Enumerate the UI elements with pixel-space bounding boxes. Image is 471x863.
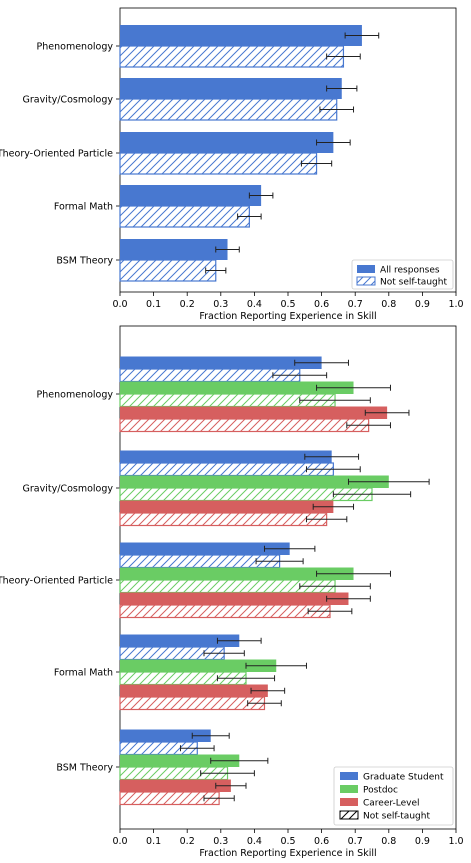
legend: All responses Not self-taught bbox=[351, 259, 454, 290]
x-axis-label: Fraction Reporting Experience in Skill bbox=[199, 848, 376, 859]
x-tick-label: 0.2 bbox=[180, 836, 195, 847]
x-tick-label: 0.0 bbox=[112, 836, 127, 847]
bar-solid-0 bbox=[120, 25, 362, 46]
legend-swatch-hatched bbox=[339, 810, 359, 820]
x-tick-label: 1.0 bbox=[448, 836, 463, 847]
x-tick-label: 0.9 bbox=[415, 836, 430, 847]
bar-solid-2 bbox=[120, 567, 354, 580]
y-tick-label: Formal Math bbox=[54, 668, 113, 679]
bar-hatched-0 bbox=[119, 45, 345, 68]
bar-solid-4 bbox=[120, 754, 240, 767]
bar-solid-1 bbox=[120, 475, 389, 488]
y-tick-label: BSM Theory bbox=[56, 763, 113, 774]
bar-solid-1 bbox=[120, 450, 332, 463]
legend-swatch-solid bbox=[340, 785, 358, 793]
legend-swatch-hatched bbox=[356, 276, 376, 286]
bar-hatched-3 bbox=[119, 205, 250, 228]
bar-solid-0 bbox=[120, 356, 322, 369]
bar-solid-0 bbox=[120, 381, 354, 394]
y-tick-label: Phenomenology bbox=[37, 390, 114, 401]
legend-label: Graduate Student bbox=[363, 773, 444, 783]
legend-swatch-solid bbox=[340, 798, 358, 806]
x-tick-label: 0.5 bbox=[280, 836, 295, 847]
bar-solid-2 bbox=[120, 132, 334, 153]
bar-solid-0 bbox=[120, 406, 388, 419]
y-tick-label: Formal Math bbox=[54, 202, 113, 213]
x-tick-label: 0.1 bbox=[146, 836, 161, 847]
bar-solid-2 bbox=[120, 542, 290, 555]
legend: Graduate Student Postdoc Career-Level Not s… bbox=[333, 766, 454, 826]
legend-label: Not self-taught bbox=[380, 278, 447, 288]
bar-hatched-0 bbox=[119, 418, 370, 433]
bar-solid-4 bbox=[120, 729, 211, 742]
y-tick-label: Gravity/Cosmology bbox=[23, 484, 114, 495]
legend-box bbox=[333, 766, 454, 826]
bar-hatched-4 bbox=[119, 259, 217, 282]
x-tick-label: 0.6 bbox=[314, 836, 329, 847]
bar-solid-3 bbox=[120, 185, 262, 206]
x-tick-label: 0.6 bbox=[314, 299, 329, 310]
x-tick-label: 0.7 bbox=[348, 299, 363, 310]
chart-all-vs-not-self-taught: 0.0 0.1 0.2 0.3 0.4 0.5 0.6 0.7 0.8 0.9 1.0 Fractio… bbox=[0, 7, 464, 322]
bar-hatched-2 bbox=[119, 152, 318, 175]
legend-label: Not self-taught bbox=[363, 812, 430, 822]
x-tick-label: 0.9 bbox=[415, 299, 430, 310]
x-tick-label: 0.5 bbox=[280, 299, 295, 310]
bar-solid-2 bbox=[120, 592, 349, 605]
chart-by-career-stage: 0.0 0.1 0.2 0.3 0.4 0.5 0.6 0.7 0.8 0.9 1.0 Fractio… bbox=[0, 325, 464, 859]
legend-box bbox=[351, 259, 454, 290]
x-tick-label: 0.2 bbox=[180, 299, 195, 310]
bar-solid-1 bbox=[120, 500, 334, 513]
legend-label: Postdoc bbox=[363, 786, 398, 796]
legend-swatch-solid bbox=[357, 265, 375, 273]
x-tick-label: 1.0 bbox=[448, 299, 463, 310]
bar-solid-3 bbox=[120, 659, 277, 672]
y-tick-label: Phenomenology bbox=[37, 42, 114, 53]
bar-hatched-3 bbox=[119, 696, 266, 711]
bar-hatched-1 bbox=[119, 98, 338, 121]
legend-label: Career-Level bbox=[363, 799, 420, 809]
x-tick-label: 0.3 bbox=[213, 836, 228, 847]
bar-solid-3 bbox=[120, 634, 240, 647]
x-axis-label: Fraction Reporting Experience in Skill bbox=[199, 311, 376, 322]
bar-hatched-1 bbox=[119, 512, 328, 527]
x-tick-label: 0.4 bbox=[247, 299, 262, 310]
x-tick-label: 0.4 bbox=[247, 836, 262, 847]
bar-hatched-2 bbox=[119, 604, 331, 619]
y-tick-label: Theory-Oriented Particle bbox=[0, 149, 113, 160]
bar-solid-4 bbox=[120, 239, 228, 260]
bar-solid-4 bbox=[120, 779, 231, 792]
x-tick-label: 0.3 bbox=[213, 299, 228, 310]
bar-solid-1 bbox=[120, 78, 342, 99]
bar-hatched-1 bbox=[119, 462, 334, 477]
legend-swatch-solid bbox=[340, 772, 358, 780]
x-tick-label: 0.8 bbox=[381, 299, 396, 310]
x-tick-label: 0.8 bbox=[381, 836, 396, 847]
legend-label: All responses bbox=[380, 266, 440, 276]
y-tick-label: BSM Theory bbox=[56, 256, 113, 267]
bar-solid-3 bbox=[120, 684, 268, 697]
y-tick-label: Gravity/Cosmology bbox=[23, 95, 114, 106]
x-tick-label: 0.0 bbox=[112, 299, 127, 310]
x-tick-label: 0.1 bbox=[146, 299, 161, 310]
x-tick-label: 0.7 bbox=[348, 836, 363, 847]
y-tick-label: Theory-Oriented Particle bbox=[0, 576, 113, 587]
